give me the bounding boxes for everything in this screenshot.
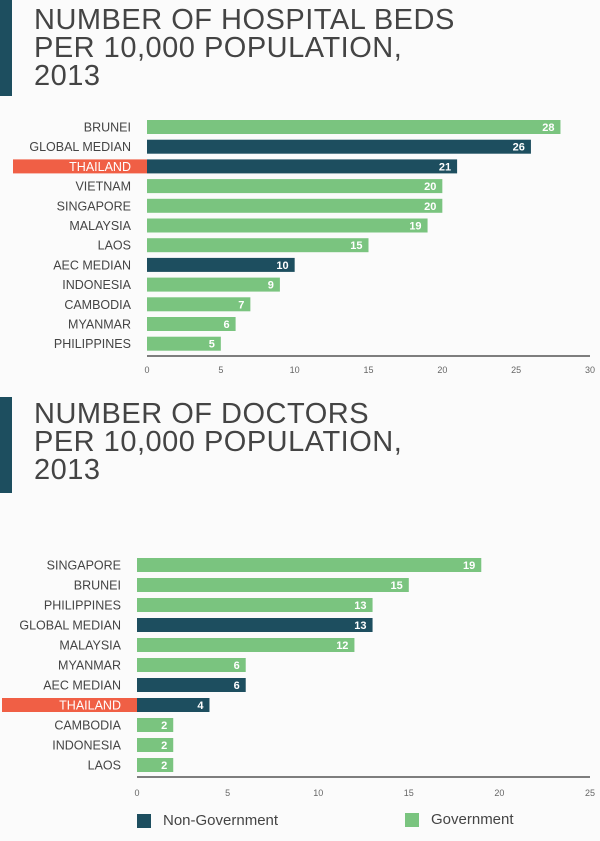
highlight-label-bg <box>2 698 137 712</box>
category-label: VIETNAM <box>75 180 131 194</box>
x-tick-label: 25 <box>511 365 521 375</box>
category-label: MYANMAR <box>68 318 131 332</box>
category-label: THAILAND <box>59 699 121 713</box>
x-tick-label: 20 <box>494 788 504 798</box>
value-label: 6 <box>234 680 240 692</box>
bar <box>147 257 295 272</box>
value-label: 15 <box>350 240 362 252</box>
value-label: 2 <box>161 720 167 732</box>
value-label: 13 <box>354 620 366 632</box>
bar <box>137 558 482 572</box>
value-label: 9 <box>268 280 274 292</box>
x-tick-label: 25 <box>585 788 595 798</box>
category-label: SINGAPORE <box>47 559 121 573</box>
x-tick-label: 5 <box>225 788 230 798</box>
value-label: 28 <box>542 122 554 134</box>
value-label: 20 <box>424 181 436 193</box>
value-label: 10 <box>276 260 288 272</box>
value-label: 12 <box>336 640 348 652</box>
bar <box>137 658 246 672</box>
category-label: SINGAPORE <box>57 199 131 213</box>
bar <box>137 638 355 652</box>
legend-swatch <box>137 813 151 828</box>
bar <box>137 738 174 752</box>
bar <box>147 238 369 253</box>
x-tick-label: 0 <box>144 365 149 375</box>
category-label: THAILAND <box>69 160 131 174</box>
title-accent-bar <box>0 0 12 96</box>
bar <box>137 578 409 592</box>
bar <box>147 277 280 292</box>
bar <box>147 179 443 194</box>
value-label: 26 <box>513 142 525 154</box>
bar <box>137 718 174 732</box>
value-label: 19 <box>409 221 421 233</box>
x-tick-label: 20 <box>437 365 447 375</box>
category-label: GLOBAL MEDIAN <box>29 140 131 154</box>
legend-non-government: Non-Government <box>137 812 278 829</box>
category-label: BRUNEI <box>84 121 131 135</box>
category-label: INDONESIA <box>52 739 121 753</box>
value-label: 7 <box>238 299 244 311</box>
value-label: 6 <box>234 660 240 672</box>
x-tick-label: 15 <box>363 365 373 375</box>
value-label: 4 <box>197 700 204 712</box>
value-label: 19 <box>463 560 475 572</box>
bar <box>147 120 561 134</box>
bar <box>137 598 373 612</box>
category-label: LAOS <box>98 239 131 253</box>
title-accent-bar <box>0 397 12 493</box>
value-label: 2 <box>161 760 167 772</box>
bar <box>137 698 210 712</box>
value-label: 5 <box>209 339 215 351</box>
chart-title-doctors: NUMBER OF DOCTORS PER 10,000 POPULATION,… <box>34 398 403 486</box>
value-label: 13 <box>354 600 366 612</box>
category-label: PHILIPPINES <box>54 337 131 351</box>
bar <box>147 198 443 213</box>
x-tick-label: 15 <box>404 788 414 798</box>
category-label: CAMBODIA <box>54 719 121 733</box>
category-label: MALAYSIA <box>69 219 131 233</box>
x-tick-label: 30 <box>585 365 595 375</box>
bar <box>147 317 236 331</box>
category-label: AEC MEDIAN <box>43 679 121 693</box>
value-label: 6 <box>223 319 229 331</box>
category-label: MALAYSIA <box>59 639 121 653</box>
highlight-label-bg <box>13 159 147 174</box>
value-label: 21 <box>439 161 451 173</box>
category-label: AEC MEDIAN <box>53 258 131 272</box>
legend-label: Government <box>431 811 514 828</box>
x-tick-label: 0 <box>134 788 139 798</box>
bar <box>137 758 174 772</box>
category-label: PHILIPPINES <box>44 599 121 613</box>
value-label: 20 <box>424 201 436 213</box>
bar <box>137 618 373 632</box>
value-label: 2 <box>161 740 167 752</box>
bar <box>147 159 458 174</box>
category-label: BRUNEI <box>74 579 121 593</box>
category-label: INDONESIA <box>62 278 131 292</box>
category-label: LAOS <box>88 759 121 773</box>
bar <box>147 297 251 312</box>
bar <box>147 336 221 351</box>
x-tick-label: 5 <box>218 365 223 375</box>
bar <box>147 218 428 233</box>
chart-title-beds: NUMBER OF HOSPITAL BEDS PER 10,000 POPUL… <box>34 4 455 92</box>
category-label: MYANMAR <box>58 659 121 673</box>
category-label: CAMBODIA <box>64 298 131 312</box>
legend-government: Government <box>405 811 514 828</box>
value-label: 15 <box>391 580 403 592</box>
legend-swatch <box>405 812 419 827</box>
bar <box>137 678 246 692</box>
x-tick-label: 10 <box>313 788 323 798</box>
bar <box>147 139 531 154</box>
x-tick-label: 10 <box>290 365 300 375</box>
category-label: GLOBAL MEDIAN <box>19 619 121 633</box>
legend-label: Non-Government <box>163 812 279 829</box>
